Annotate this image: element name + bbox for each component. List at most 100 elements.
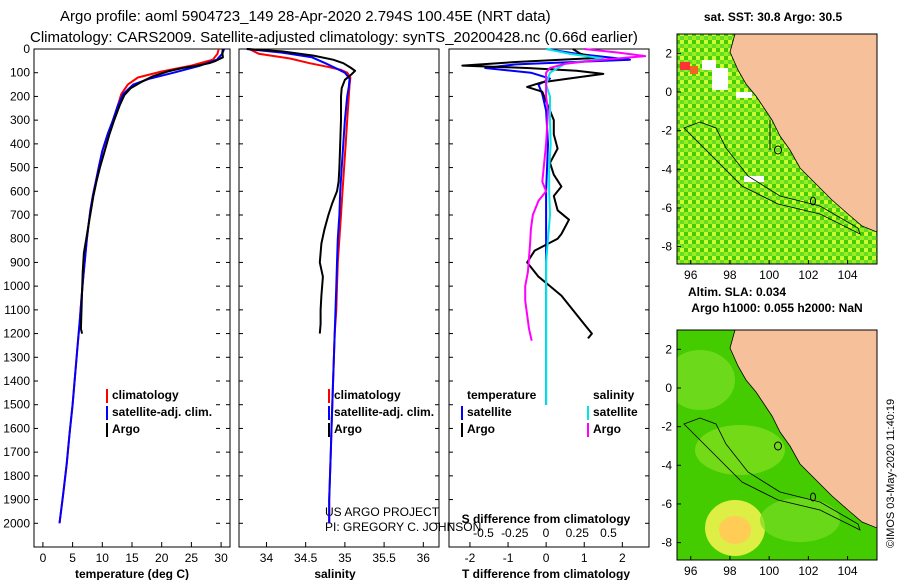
pressure-tick-label: 1000 bbox=[3, 279, 30, 293]
map-x-tick-label: 102 bbox=[798, 564, 818, 578]
header-title: Argo profile: aoml 5904723_149 28-Apr-20… bbox=[60, 8, 551, 25]
salinity-legend: climatology satellite-adj. clim. Argo bbox=[328, 388, 434, 437]
map-y-tick-label: -8 bbox=[661, 240, 672, 254]
shelf-contour bbox=[683, 417, 861, 531]
legend-temperature-header: temperature bbox=[467, 388, 537, 402]
map-x-tick-label: 96 bbox=[684, 564, 698, 578]
x-tick-label: 1 bbox=[581, 551, 588, 565]
map-x-tick-label: 104 bbox=[838, 268, 858, 282]
legend-satellite: satellite-adj. clim. bbox=[112, 405, 212, 419]
x-tick-label: 0 bbox=[543, 551, 550, 565]
sst-missing-cell bbox=[744, 176, 764, 182]
x-tick-label: 10 bbox=[96, 551, 110, 565]
sla-anomaly bbox=[760, 498, 840, 542]
x-tick-label: 5 bbox=[69, 551, 76, 565]
pressure-tick-label: 1700 bbox=[3, 445, 30, 459]
map-y-tick-label: 0 bbox=[665, 381, 672, 395]
pressure-tick-labels: 0 100 200 300 400 500 600 700 800 900 1000 1100 1200… bbox=[3, 42, 30, 530]
salinity-panel bbox=[238, 48, 440, 548]
temperature-panel bbox=[33, 48, 231, 548]
x-tick-label: 20 bbox=[155, 551, 169, 565]
map-y-tick-label: -2 bbox=[661, 420, 672, 434]
pressure-tick-label: 500 bbox=[10, 161, 30, 175]
series-argo bbox=[246, 48, 357, 334]
map-y-tick-label: 2 bbox=[665, 46, 672, 60]
map-y-tick-label: -2 bbox=[661, 124, 672, 138]
pressure-tick-label: 1100 bbox=[4, 303, 30, 317]
x-tick-label: 15 bbox=[125, 551, 139, 565]
x-tick-label: 30 bbox=[214, 551, 228, 565]
temperature-legend: climatology satellite-adj. clim. Argo bbox=[106, 388, 212, 437]
pressure-tick-label: 1500 bbox=[3, 398, 30, 412]
island-contour bbox=[774, 441, 782, 451]
sst-warm-spot bbox=[680, 62, 690, 70]
pressure-tick-label: 100 bbox=[10, 66, 30, 80]
map-x-tick-label: 100 bbox=[759, 268, 779, 282]
difference-frame bbox=[448, 48, 650, 548]
map-x-tick-label: 98 bbox=[723, 564, 737, 578]
salinity-frame bbox=[238, 48, 440, 548]
x-tick-label: 34 bbox=[260, 551, 274, 565]
legend-t-satellite: satellite bbox=[467, 405, 512, 419]
sumatra-landmass bbox=[729, 330, 877, 529]
pressure-tick-label: 600 bbox=[10, 184, 30, 198]
temperature-xlabel: temperature (deg C) bbox=[75, 567, 189, 580]
island-contour bbox=[774, 145, 782, 155]
salinity-xlabel: salinity bbox=[314, 567, 356, 580]
legend-climatology: climatology bbox=[334, 388, 401, 402]
top-tick-label: 0.5 bbox=[600, 526, 617, 540]
sst-missing-cell bbox=[712, 68, 728, 90]
legend-t-argo: Argo bbox=[467, 422, 495, 436]
pressure-tick-label: 200 bbox=[10, 89, 30, 103]
pressure-tick-label: 1400 bbox=[3, 374, 30, 388]
series-climatology bbox=[248, 48, 352, 524]
x-tick-label: -2 bbox=[465, 551, 476, 565]
pressure-tick-label: 1300 bbox=[3, 350, 30, 364]
pressure-tick-label: 1600 bbox=[3, 421, 30, 435]
x-tick-label: 36 bbox=[417, 551, 431, 565]
map-y-tick-label: -8 bbox=[661, 536, 672, 550]
sst-warm-spot bbox=[690, 66, 698, 74]
map-y-tick-label: -4 bbox=[661, 458, 672, 472]
series-salinity-satellite bbox=[545, 48, 605, 405]
pressure-tick-label: 0 bbox=[23, 42, 30, 56]
pressure-tick-label: 800 bbox=[10, 232, 30, 246]
map-y-tick-label: -6 bbox=[661, 201, 672, 215]
difference-top-xlabel: S difference from climatology bbox=[462, 512, 631, 526]
map-y-tick-label: 2 bbox=[665, 342, 672, 356]
map-y-tick-label: -4 bbox=[661, 162, 672, 176]
pressure-tick-label: 700 bbox=[10, 208, 30, 222]
series-satellite-adj-clim- bbox=[58, 48, 226, 524]
credit-pi: PI: GREGORY C. JOHNSON bbox=[325, 520, 481, 534]
map-x-tick-label: 96 bbox=[684, 268, 698, 282]
shelf-contour bbox=[683, 121, 861, 235]
sst-map-ticks: 96 98 100 102 104 2 0 -2 -4 -6 -8 bbox=[661, 46, 858, 282]
x-tick-label: 2 bbox=[619, 551, 626, 565]
credit-imos: ©IMOS 03-May-2020 11:40:19 bbox=[885, 399, 897, 548]
pressure-tick-label: 400 bbox=[10, 137, 30, 151]
sla-map-title-2: Argo h1000: 0.055 h2000: NaN bbox=[691, 301, 862, 315]
sst-map-title: sat. SST: 30.8 Argo: 30.5 bbox=[704, 10, 843, 24]
pressure-tick-label: 2000 bbox=[3, 516, 30, 530]
map-x-tick-label: 100 bbox=[759, 564, 779, 578]
sla-map-ticks: 96 98 100 102 104 2 0 -2 -4 -6 -8 bbox=[661, 342, 858, 578]
x-tick-label: 35.5 bbox=[372, 551, 396, 565]
sla-anomaly bbox=[695, 425, 785, 475]
sst-map-frame bbox=[676, 33, 878, 265]
temperature-frame bbox=[33, 48, 231, 548]
difference-xlabel: T difference from climatology bbox=[462, 567, 630, 580]
axis-ticks: 0 5 10 15 20 25 30 34 34.5 35 35.5 36 -2 -1 0 1 2 -0.5 -0.… bbox=[34, 48, 649, 565]
map-x-tick-label: 102 bbox=[798, 268, 818, 282]
series-argo bbox=[79, 48, 224, 334]
sst-missing-cell bbox=[736, 92, 752, 98]
series-salinity-argo bbox=[524, 48, 647, 341]
credit-project: US ARGO PROJECT bbox=[325, 505, 440, 519]
top-tick-label: -0.5 bbox=[473, 526, 494, 540]
pressure-tick-label: 300 bbox=[10, 113, 30, 127]
x-tick-label: -1 bbox=[503, 551, 514, 565]
sla-anomaly bbox=[719, 516, 751, 544]
legend-s-satellite: satellite bbox=[593, 405, 638, 419]
x-tick-label: 25 bbox=[185, 551, 199, 565]
